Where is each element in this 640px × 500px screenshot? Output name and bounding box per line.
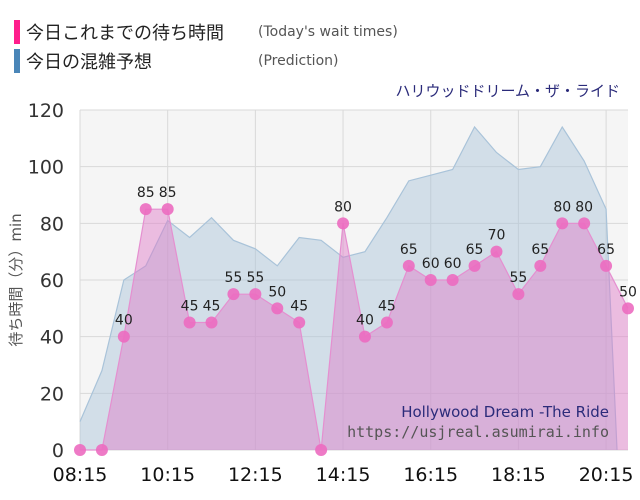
watermark-url: https://usjreal.asumirai.info xyxy=(347,423,609,441)
legend-prediction-swatch xyxy=(14,49,20,73)
today-point xyxy=(139,203,152,216)
today-point xyxy=(117,330,130,343)
today-data-label: 55 xyxy=(509,270,527,286)
today-point xyxy=(490,245,503,258)
today-data-label: 70 xyxy=(488,228,506,244)
today-data-label: 45 xyxy=(378,299,396,315)
today-data-label: 80 xyxy=(334,199,352,215)
x-tick-label: 14:15 xyxy=(316,464,371,486)
today-point xyxy=(578,217,591,230)
prediction-area-fill xyxy=(80,127,618,450)
today-point xyxy=(315,444,328,456)
today-data-label: 85 xyxy=(137,185,155,201)
today-data-label: 40 xyxy=(115,313,133,329)
y-tick-label: 60 xyxy=(40,270,64,292)
today-data-label: 50 xyxy=(268,284,286,300)
today-point xyxy=(446,274,459,286)
legend-today: 今日これまでの待ち時間 (Today's wait times) xyxy=(14,19,398,45)
today-point xyxy=(337,217,350,230)
today-point xyxy=(74,444,86,456)
today-point xyxy=(534,259,547,272)
today-point xyxy=(95,444,108,456)
today-point xyxy=(402,259,415,272)
y-tick-label: 20 xyxy=(40,383,64,405)
today-point xyxy=(205,316,218,329)
today-data-label: 80 xyxy=(553,199,571,215)
legend-today-sub: (Today's wait times) xyxy=(258,24,398,40)
today-point xyxy=(600,259,613,272)
today-data-label: 55 xyxy=(246,270,264,286)
y-tick-label: 100 xyxy=(28,157,64,179)
x-tick-label: 18:15 xyxy=(491,464,546,486)
y-tick-label: 80 xyxy=(40,213,64,235)
today-point xyxy=(556,217,569,230)
x-tick-label: 12:15 xyxy=(228,464,283,486)
legend-prediction: 今日の混雑予想 (Prediction) xyxy=(14,48,338,74)
today-data-label: 55 xyxy=(225,270,243,286)
today-point xyxy=(183,316,196,329)
today-point xyxy=(271,302,284,315)
today-point xyxy=(380,316,393,329)
today-point xyxy=(293,316,306,329)
x-tick-label: 16:15 xyxy=(403,464,458,486)
prediction-area-line xyxy=(79,125,618,451)
today-data-label: 45 xyxy=(203,299,221,315)
attraction-name: ハリウッドドリーム・ザ・ライド xyxy=(395,82,620,100)
x-tick-label: 08:15 xyxy=(53,464,108,486)
today-data-label: 60 xyxy=(444,256,462,272)
today-data-label: 50 xyxy=(619,284,637,300)
today-point xyxy=(249,288,262,301)
today-point xyxy=(512,288,525,301)
x-tick-label: 20:15 xyxy=(579,464,634,486)
watermark-title: Hollywood Dream -The Ride xyxy=(401,403,609,421)
today-data-label: 80 xyxy=(575,199,593,215)
today-point xyxy=(227,288,240,301)
x-tick-label: 10:15 xyxy=(140,464,195,486)
y-tick-label: 0 xyxy=(52,440,64,462)
today-point xyxy=(468,259,481,272)
legend-today-label: 今日これまでの待ち時間 xyxy=(26,23,224,44)
legend-today-swatch xyxy=(14,20,20,44)
today-point xyxy=(161,203,174,216)
y-tick-label: 120 xyxy=(28,100,64,122)
today-data-label: 60 xyxy=(422,256,440,272)
today-data-label: 45 xyxy=(181,299,199,315)
today-point xyxy=(424,274,437,286)
y-tick-label: 40 xyxy=(40,327,64,349)
axes: 0 20 40 60 80 100 120 08:15 10:15 12:15 14:15 16:15… xyxy=(28,100,634,486)
today-data-label: 45 xyxy=(290,299,308,315)
legend-prediction-sub: (Prediction) xyxy=(258,53,339,69)
today-data-label: 65 xyxy=(597,242,615,258)
today-data-label: 40 xyxy=(356,313,374,329)
today-area-fill xyxy=(80,209,628,450)
today-point xyxy=(622,302,634,315)
today-data-label: 85 xyxy=(159,185,177,201)
today-data-label: 65 xyxy=(400,242,418,258)
y-axis-label: 待ち時間（分）min xyxy=(7,213,25,346)
today-point xyxy=(358,330,371,343)
today-data-label: 65 xyxy=(531,242,549,258)
legend-prediction-label: 今日の混雑予想 xyxy=(26,52,152,73)
today-data-label: 65 xyxy=(466,242,484,258)
